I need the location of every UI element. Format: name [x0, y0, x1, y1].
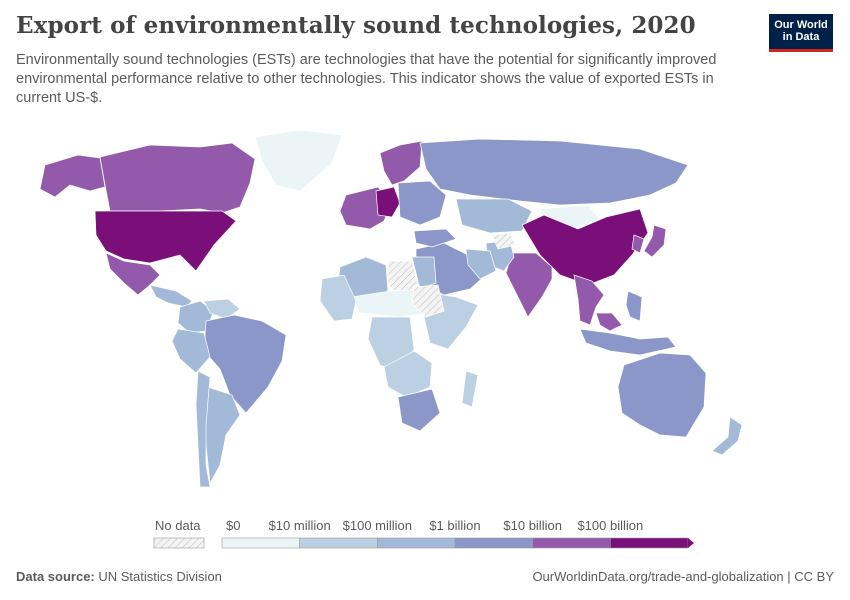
legend-bin-swatch [299, 537, 378, 549]
region-new-zealand[interactable] [711, 416, 743, 456]
legend-bin-swatch [532, 537, 611, 549]
region-philippines[interactable] [625, 290, 643, 322]
chart-subtitle: Environmentally sound technologies (ESTs… [16, 52, 717, 106]
data-source-label: Data source: [16, 569, 95, 584]
chart-title: Export of environmentally sound technolo… [16, 12, 696, 39]
region-southeast-asia[interactable] [573, 274, 605, 326]
region-afghanistan[interactable] [491, 232, 517, 250]
region-central-america[interactable] [149, 284, 193, 308]
region-germany[interactable] [375, 186, 401, 218]
logo-line-2: in Data [782, 31, 820, 43]
map-legend: No data $0 $10 million $100 million $1 bill… [150, 516, 710, 552]
legend-bin-label: $0 [226, 518, 240, 533]
region-india[interactable] [505, 252, 553, 318]
legend-bin-label: $10 million [269, 518, 331, 533]
legend-bin-label: $100 billion [577, 518, 643, 533]
region-argentina[interactable] [203, 386, 241, 485]
region-greenland[interactable] [254, 129, 343, 192]
legend-bin-swatch [610, 537, 689, 549]
legend-bin-label: $10 billion [503, 518, 562, 533]
footer-url[interactable]: OurWorldinData.org/trade-and-globalizati… [532, 569, 834, 584]
data-source-value: UN Statistics Division [98, 569, 222, 584]
region-west-africa[interactable] [319, 274, 357, 322]
legend-bin-swatch [221, 537, 300, 549]
region-madagascar[interactable] [461, 370, 479, 408]
region-egypt[interactable] [411, 256, 437, 290]
region-peru[interactable] [171, 328, 211, 374]
region-malaysia[interactable] [595, 312, 623, 332]
legend-bin-swatch [377, 537, 456, 549]
world-map-svg [39, 129, 743, 488]
data-source: Data source: UN Statistics Division [16, 569, 222, 584]
owid-logo[interactable]: Our World in Data [769, 14, 833, 52]
region-chile[interactable] [195, 370, 211, 488]
region-south-korea[interactable] [631, 234, 645, 254]
region-canada[interactable] [99, 142, 256, 214]
region-venezuela[interactable] [203, 298, 241, 320]
region-united-states[interactable] [94, 210, 237, 272]
region-iran[interactable] [465, 248, 497, 280]
world-map[interactable] [0, 125, 850, 495]
region-sudan[interactable] [411, 284, 445, 318]
region-brazil[interactable] [203, 314, 287, 414]
legend-arrow-icon [688, 538, 694, 548]
region-japan[interactable] [643, 224, 667, 258]
region-southern-africa[interactable] [383, 350, 433, 398]
logo-line-1: Our World [774, 19, 828, 31]
region-kazakhstan[interactable] [455, 198, 533, 234]
legend-bin-label: $1 billion [429, 518, 480, 533]
region-scandinavia[interactable] [379, 140, 423, 186]
region-eastern-europe[interactable] [397, 180, 447, 226]
region-russia[interactable] [419, 138, 689, 206]
legend-bin-swatch [454, 537, 533, 549]
region-turkey[interactable] [413, 228, 457, 248]
legend-no-data-swatch [153, 537, 205, 549]
legend-no-data-label: No data [155, 518, 201, 533]
legend-svg: No data $0 $10 million $100 million $1 bill… [153, 518, 694, 549]
region-australia[interactable] [617, 352, 707, 438]
region-south-africa[interactable] [397, 388, 441, 432]
region-indonesia[interactable] [579, 328, 677, 356]
region-alaska[interactable] [39, 154, 106, 198]
legend-bin-label: $100 million [343, 518, 412, 533]
